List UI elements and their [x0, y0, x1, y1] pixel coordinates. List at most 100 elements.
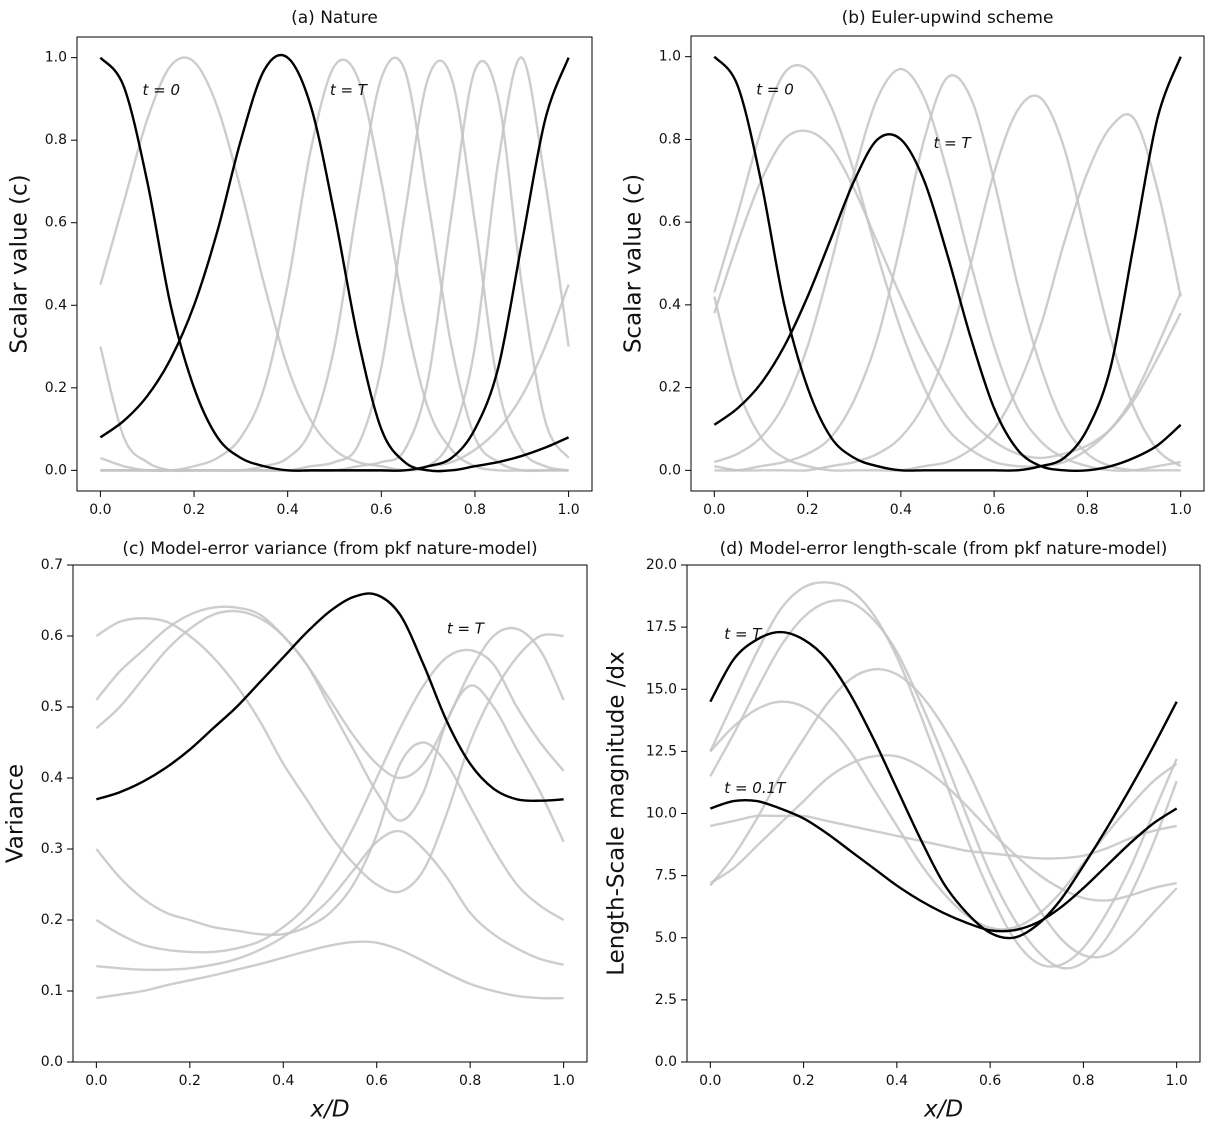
data-line	[713, 64, 1182, 468]
x-tick-label: 0.2	[792, 1073, 814, 1089]
data-line	[95, 617, 564, 894]
y-tick-label: 15.0	[646, 681, 677, 697]
data-line	[95, 741, 565, 937]
x-tick-label: 0.4	[886, 1073, 908, 1089]
annotation: t = T	[934, 134, 973, 152]
annotation: t = T	[330, 81, 369, 99]
x-tick-label: 0.4	[277, 502, 299, 518]
annotation: t = 0	[756, 80, 794, 98]
y-axis-label: Length-Scale magnitude /dx	[604, 651, 630, 976]
data-line	[95, 605, 565, 780]
panel: (b) Euler-upwind scheme Scalar value (c) 0…	[621, 8, 1205, 518]
x-tick-label: 1.0	[553, 1073, 575, 1089]
x-tick-label: 0.6	[983, 502, 1005, 518]
x-tick-label: 0.0	[703, 502, 725, 518]
panel-title: (d) Model-error length-scale (from pkf n…	[720, 539, 1168, 559]
x-tick-label: 0.6	[370, 502, 392, 518]
x-tick-label: 1.0	[1166, 1073, 1188, 1089]
data-line	[100, 59, 570, 472]
data-line	[713, 113, 1182, 472]
x-axis-label: x/D	[309, 1097, 349, 1123]
y-axis-label: Scalar value (c)	[621, 174, 647, 353]
y-tick-label: 0.0	[41, 1054, 63, 1070]
data-line	[713, 133, 1182, 473]
data-line	[95, 609, 565, 843]
y-tick-label: 12.5	[646, 743, 677, 759]
x-tick-label: 1.0	[557, 502, 579, 518]
y-tick-label: 2.5	[655, 992, 677, 1008]
annotation: t = 0.1T	[724, 779, 787, 797]
y-tick-label: 0.4	[45, 297, 67, 313]
axes-frame	[76, 36, 593, 492]
x-tick-label: 0.4	[890, 502, 912, 518]
plot-area	[709, 581, 1178, 970]
panel: (a) Nature Scalar value (c) 0.0 0.2 0.4 0.6 0.…	[7, 8, 593, 518]
x-tick-label: 0.8	[464, 502, 486, 518]
y-tick-label: 0.4	[659, 297, 681, 313]
plot-area	[713, 55, 1182, 473]
y-tick-label: 0.2	[45, 380, 67, 396]
y-tick-label: 0.0	[45, 462, 67, 478]
data-line	[714, 74, 1181, 472]
x-tick-label: 1.0	[1170, 502, 1192, 518]
data-line	[100, 59, 569, 472]
y-tick-label: 0.2	[659, 380, 681, 396]
y-tick-label: 7.5	[655, 868, 677, 884]
y-axis-label: Scalar value (c)	[7, 174, 33, 353]
axes-frame	[686, 564, 1201, 1063]
x-tick-label: 0.4	[272, 1073, 294, 1089]
data-line	[709, 798, 1178, 933]
y-tick-label: 0.0	[655, 1054, 677, 1070]
annotation: t = 0	[143, 81, 181, 99]
y-tick-label: 20.0	[646, 557, 677, 573]
plot-area	[99, 53, 570, 473]
y-tick-label: 0.2	[41, 912, 63, 928]
y-tick-label: 0.5	[41, 699, 63, 715]
data-line	[96, 940, 564, 1000]
y-tick-label: 0.6	[41, 628, 63, 644]
y-tick-label: 10.0	[646, 806, 677, 822]
data-line	[100, 58, 569, 472]
data-line	[95, 648, 565, 954]
y-tick-label: 0.6	[45, 215, 67, 231]
y-tick-label: 0.4	[41, 770, 63, 786]
y-tick-label: 0.6	[659, 214, 681, 230]
x-tick-label: 0.6	[979, 1073, 1001, 1089]
plot-area	[95, 592, 565, 1000]
data-line	[713, 129, 1182, 460]
axes-frame	[72, 564, 588, 1063]
y-tick-label: 0.8	[45, 132, 67, 148]
y-tick-label: 1.0	[45, 50, 67, 66]
data-line	[709, 630, 1178, 940]
panel-title: (b) Euler-upwind scheme	[842, 8, 1054, 28]
data-line	[713, 55, 1182, 472]
y-tick-label: 0.8	[659, 131, 681, 147]
panel-title: (a) Nature	[291, 8, 378, 28]
x-tick-label: 0.0	[85, 1073, 107, 1089]
data-line	[99, 56, 570, 473]
axes-frame	[690, 35, 1205, 492]
data-line	[99, 53, 570, 473]
y-axis-label: Variance	[3, 764, 29, 863]
data-line	[714, 94, 1182, 472]
y-tick-label: 0.7	[41, 557, 63, 573]
data-line	[96, 829, 564, 972]
x-tick-label: 0.2	[179, 1073, 201, 1089]
data-line	[99, 56, 570, 472]
data-line	[709, 581, 1178, 968]
y-tick-label: 5.0	[655, 930, 677, 946]
x-tick-label: 0.2	[183, 502, 205, 518]
data-line	[713, 67, 1181, 473]
data-line	[709, 667, 1178, 959]
data-line	[709, 700, 1178, 931]
x-tick-label: 0.2	[796, 502, 818, 518]
x-tick-label: 0.8	[1076, 502, 1098, 518]
y-tick-label: 0.1	[41, 983, 63, 999]
x-tick-label: 0.8	[459, 1073, 481, 1089]
annotation: t = T	[724, 625, 763, 643]
panel-title: (c) Model-error variance (from pkf natur…	[122, 539, 537, 559]
panel: (c) Model-error variance (from pkf natur…	[3, 539, 588, 1123]
panel: (d) Model-error length-scale (from pkf n…	[604, 539, 1201, 1123]
annotation: t = T	[447, 619, 486, 637]
